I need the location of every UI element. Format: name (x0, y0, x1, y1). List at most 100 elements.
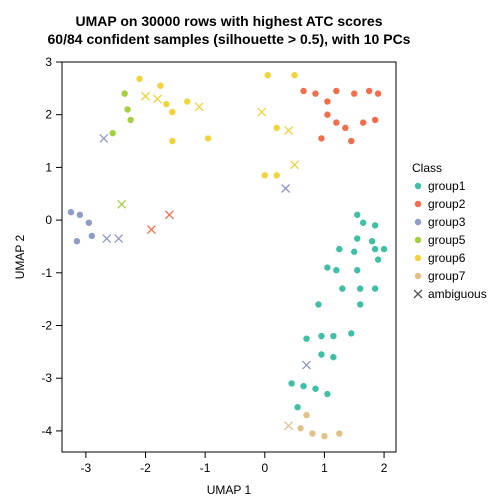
point-marker (136, 76, 142, 82)
point-marker (360, 220, 366, 226)
legend-swatch (415, 273, 421, 279)
point-marker (274, 125, 280, 131)
y-axis-label: UMAP 2 (13, 234, 27, 279)
legend-label: group7 (428, 269, 466, 283)
point-marker (312, 386, 318, 392)
legend-label: group1 (428, 179, 466, 193)
point-marker (360, 119, 366, 125)
point-marker (318, 351, 324, 357)
point-marker (366, 88, 372, 94)
x-tick-label: -2 (140, 461, 151, 475)
point-marker (315, 301, 321, 307)
point-marker (342, 125, 348, 131)
point-marker (77, 212, 83, 218)
y-tick-label: -4 (41, 424, 52, 438)
plot-box (62, 62, 396, 452)
legend-label: ambiguous (428, 287, 487, 301)
point-marker (169, 109, 175, 115)
point-marker (265, 72, 271, 78)
y-tick-label: 1 (45, 160, 52, 174)
point-marker (330, 354, 336, 360)
x-tick-label: -1 (200, 461, 211, 475)
point-marker (324, 98, 330, 104)
point-marker (205, 135, 211, 141)
point-marker (300, 383, 306, 389)
point-marker (303, 412, 309, 418)
x-tick-label: 0 (261, 461, 268, 475)
point-marker (372, 117, 378, 123)
legend-label: group3 (428, 215, 466, 229)
point-marker (157, 83, 163, 89)
point-marker (351, 90, 357, 96)
legend-swatch (415, 183, 421, 189)
x-tick-label: -3 (81, 461, 92, 475)
point-marker (357, 285, 363, 291)
y-tick-label: 3 (45, 55, 52, 69)
y-tick-label: -3 (41, 371, 52, 385)
point-marker (309, 430, 315, 436)
point-marker (109, 130, 115, 136)
point-marker (354, 212, 360, 218)
point-marker (357, 301, 363, 307)
point-marker (351, 249, 357, 255)
legend-swatch (415, 255, 421, 261)
point-marker (318, 135, 324, 141)
point-marker (291, 72, 297, 78)
point-marker (121, 90, 127, 96)
point-marker (336, 430, 342, 436)
point-marker (86, 220, 92, 226)
point-marker (333, 267, 339, 273)
x-tick-label: 1 (321, 461, 328, 475)
point-marker (324, 391, 330, 397)
point-marker (300, 88, 306, 94)
point-marker (124, 106, 130, 112)
point-marker (375, 256, 381, 262)
point-marker (262, 172, 268, 178)
point-marker (339, 285, 345, 291)
chart-title-line2: 60/84 confident samples (silhouette > 0.… (48, 31, 411, 47)
point-marker (321, 433, 327, 439)
point-marker (163, 101, 169, 107)
point-marker (372, 285, 378, 291)
point-marker (68, 209, 74, 215)
point-marker (127, 117, 133, 123)
point-marker (333, 88, 339, 94)
point-marker (375, 90, 381, 96)
point-marker (297, 425, 303, 431)
point-marker (274, 172, 280, 178)
y-tick-label: -2 (41, 319, 52, 333)
umap-scatter-svg: UMAP on 30000 rows with highest ATC scor… (0, 0, 504, 504)
point-marker (336, 246, 342, 252)
point-marker (318, 333, 324, 339)
point-marker (381, 246, 387, 252)
legend-swatch (415, 237, 421, 243)
y-tick-label: 2 (45, 108, 52, 122)
chart-title-line1: UMAP on 30000 rows with highest ATC scor… (75, 13, 382, 29)
chart-container: { "title_line1": "UMAP on 30000 rows wit… (0, 0, 504, 504)
point-marker (369, 238, 375, 244)
point-marker (288, 380, 294, 386)
point-marker (354, 235, 360, 241)
legend-label: group5 (428, 233, 466, 247)
legend-title: Class (412, 161, 442, 175)
point-marker (348, 330, 354, 336)
point-marker (372, 222, 378, 228)
y-tick-label: -1 (41, 266, 52, 280)
point-marker (330, 333, 336, 339)
legend-swatch (415, 201, 421, 207)
legend-label: group2 (428, 197, 466, 211)
point-marker (89, 233, 95, 239)
point-marker (354, 267, 360, 273)
point-marker (324, 264, 330, 270)
x-tick-label: 2 (381, 461, 388, 475)
point-marker (348, 138, 354, 144)
legend-label: group6 (428, 251, 466, 265)
legend-swatch (415, 219, 421, 225)
point-marker (184, 98, 190, 104)
point-marker (303, 335, 309, 341)
point-marker (312, 90, 318, 96)
point-marker (333, 119, 339, 125)
point-marker (324, 112, 330, 118)
point-marker (294, 404, 300, 410)
x-axis-label: UMAP 1 (207, 483, 252, 497)
